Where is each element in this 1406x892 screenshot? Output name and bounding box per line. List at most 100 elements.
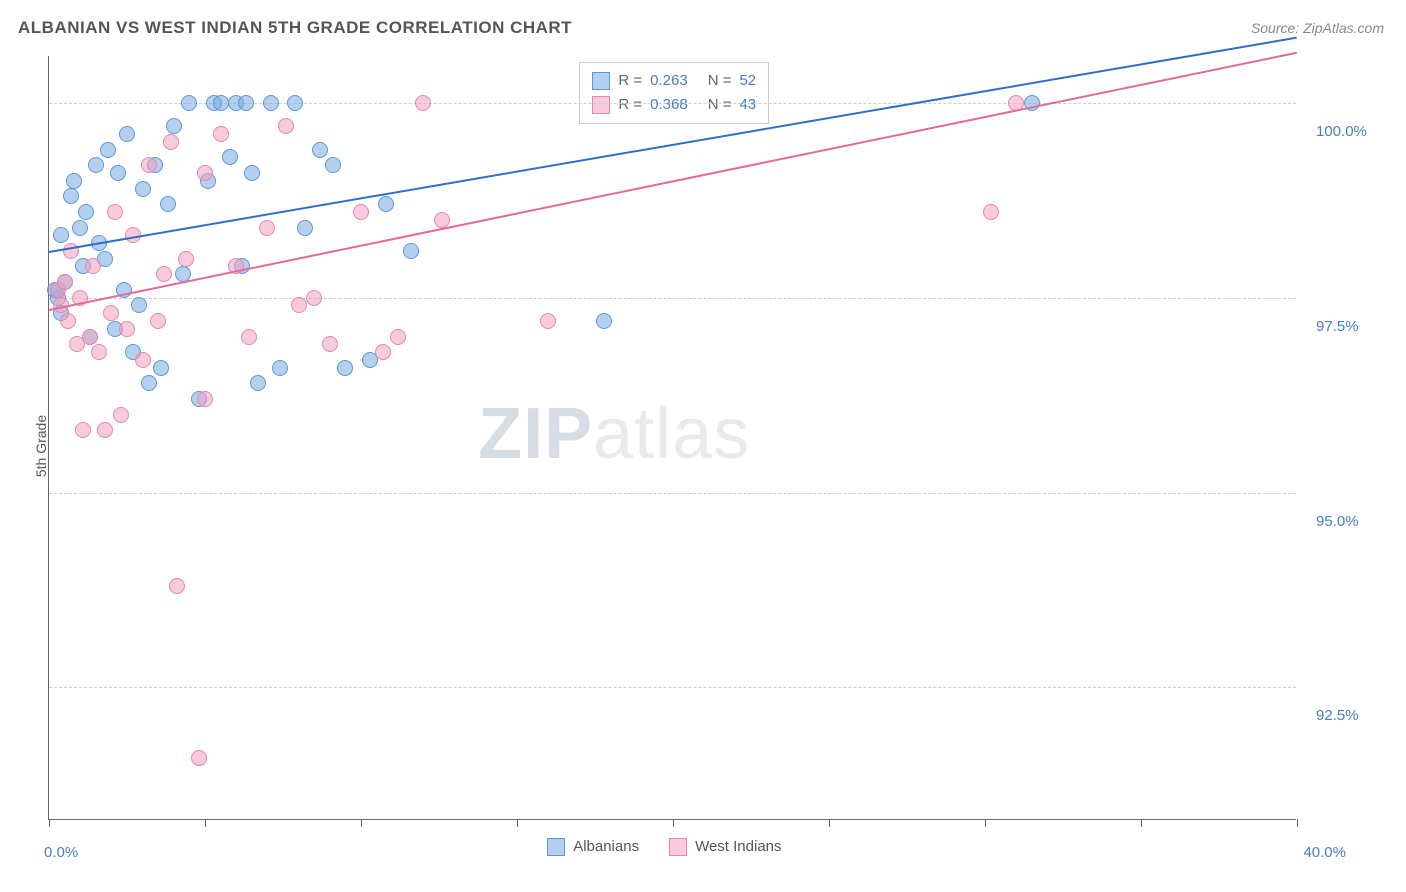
watermark-atlas: atlas — [593, 394, 750, 474]
scatter-point — [322, 336, 338, 352]
watermark-zip: ZIP — [478, 394, 593, 474]
scatter-point — [100, 142, 116, 158]
scatter-point — [983, 204, 999, 220]
scatter-point — [85, 258, 101, 274]
gridline-h — [49, 687, 1296, 688]
scatter-point — [141, 157, 157, 173]
scatter-point — [113, 407, 129, 423]
legend-stats: R =0.263N =52R =0.368N =43 — [579, 62, 769, 124]
scatter-point — [53, 227, 69, 243]
legend-r-key: R = — [618, 69, 642, 93]
scatter-point — [72, 220, 88, 236]
gridline-h — [49, 493, 1296, 494]
x-tick — [1141, 819, 1142, 827]
scatter-point — [178, 251, 194, 267]
scatter-point — [82, 329, 98, 345]
scatter-point — [337, 360, 353, 376]
legend-n-key: N = — [708, 69, 732, 93]
y-tick-label: 92.5% — [1316, 707, 1359, 724]
scatter-point — [97, 422, 113, 438]
scatter-point — [153, 360, 169, 376]
scatter-point — [403, 243, 419, 259]
legend-stats-row: R =0.368N =43 — [592, 93, 756, 117]
x-tick — [1297, 819, 1298, 827]
y-axis-label: 5th Grade — [33, 415, 49, 477]
legend-label: West Indians — [695, 838, 781, 855]
scatter-point — [540, 313, 556, 329]
x-tick — [829, 819, 830, 827]
plot-area: ZIPatlas R =0.263N =52R =0.368N =43 — [48, 56, 1296, 820]
x-tick — [673, 819, 674, 827]
scatter-point — [135, 181, 151, 197]
scatter-point — [378, 196, 394, 212]
legend-label: Albanians — [573, 838, 639, 855]
y-tick-label: 95.0% — [1316, 513, 1359, 530]
legend-item: Albanians — [547, 838, 639, 856]
scatter-point — [166, 118, 182, 134]
x-tick — [517, 819, 518, 827]
scatter-point — [169, 578, 185, 594]
scatter-point — [325, 157, 341, 173]
scatter-point — [278, 118, 294, 134]
scatter-point — [60, 313, 76, 329]
scatter-point — [596, 313, 612, 329]
scatter-point — [238, 95, 254, 111]
scatter-point — [306, 290, 322, 306]
scatter-point — [66, 173, 82, 189]
legend-swatch — [547, 838, 565, 856]
y-tick-label: 100.0% — [1316, 123, 1367, 140]
legend-item: West Indians — [669, 838, 781, 856]
source-label: Source: ZipAtlas.com — [1251, 20, 1384, 36]
scatter-point — [434, 212, 450, 228]
scatter-point — [135, 352, 151, 368]
gridline-h — [49, 298, 1296, 299]
scatter-point — [312, 142, 328, 158]
scatter-point — [110, 165, 126, 181]
scatter-point — [75, 422, 91, 438]
scatter-point — [107, 204, 123, 220]
watermark: ZIPatlas — [478, 393, 750, 475]
scatter-point — [263, 95, 279, 111]
scatter-point — [191, 750, 207, 766]
x-tick — [361, 819, 362, 827]
scatter-point — [57, 274, 73, 290]
scatter-point — [291, 297, 307, 313]
scatter-point — [353, 204, 369, 220]
x-tick — [49, 819, 50, 827]
correlation-chart: ALBANIAN VS WEST INDIAN 5TH GRADE CORREL… — [0, 0, 1406, 892]
scatter-point — [197, 165, 213, 181]
legend-bottom: Albanians West Indians — [547, 838, 781, 856]
chart-title: ALBANIAN VS WEST INDIAN 5TH GRADE CORREL… — [18, 18, 572, 38]
legend-n-value: 52 — [739, 69, 756, 93]
scatter-point — [63, 188, 79, 204]
scatter-point — [213, 126, 229, 142]
scatter-point — [141, 375, 157, 391]
scatter-point — [241, 329, 257, 345]
scatter-point — [160, 196, 176, 212]
scatter-point — [119, 126, 135, 142]
legend-r-value: 0.368 — [650, 93, 688, 117]
x-tick-label: 40.0% — [1303, 844, 1346, 861]
x-tick — [985, 819, 986, 827]
scatter-point — [375, 344, 391, 360]
x-tick — [205, 819, 206, 827]
scatter-point — [390, 329, 406, 345]
scatter-point — [222, 149, 238, 165]
scatter-point — [250, 375, 266, 391]
legend-swatch — [592, 72, 610, 90]
legend-n-key: N = — [708, 93, 732, 117]
scatter-point — [119, 321, 135, 337]
legend-swatch — [669, 838, 687, 856]
scatter-point — [287, 95, 303, 111]
scatter-point — [415, 95, 431, 111]
y-tick-label: 97.5% — [1316, 318, 1359, 335]
scatter-point — [181, 95, 197, 111]
scatter-point — [91, 344, 107, 360]
scatter-point — [244, 165, 260, 181]
legend-swatch — [592, 96, 610, 114]
scatter-point — [297, 220, 313, 236]
legend-stats-row: R =0.263N =52 — [592, 69, 756, 93]
scatter-point — [131, 297, 147, 313]
scatter-point — [197, 391, 213, 407]
scatter-point — [78, 204, 94, 220]
